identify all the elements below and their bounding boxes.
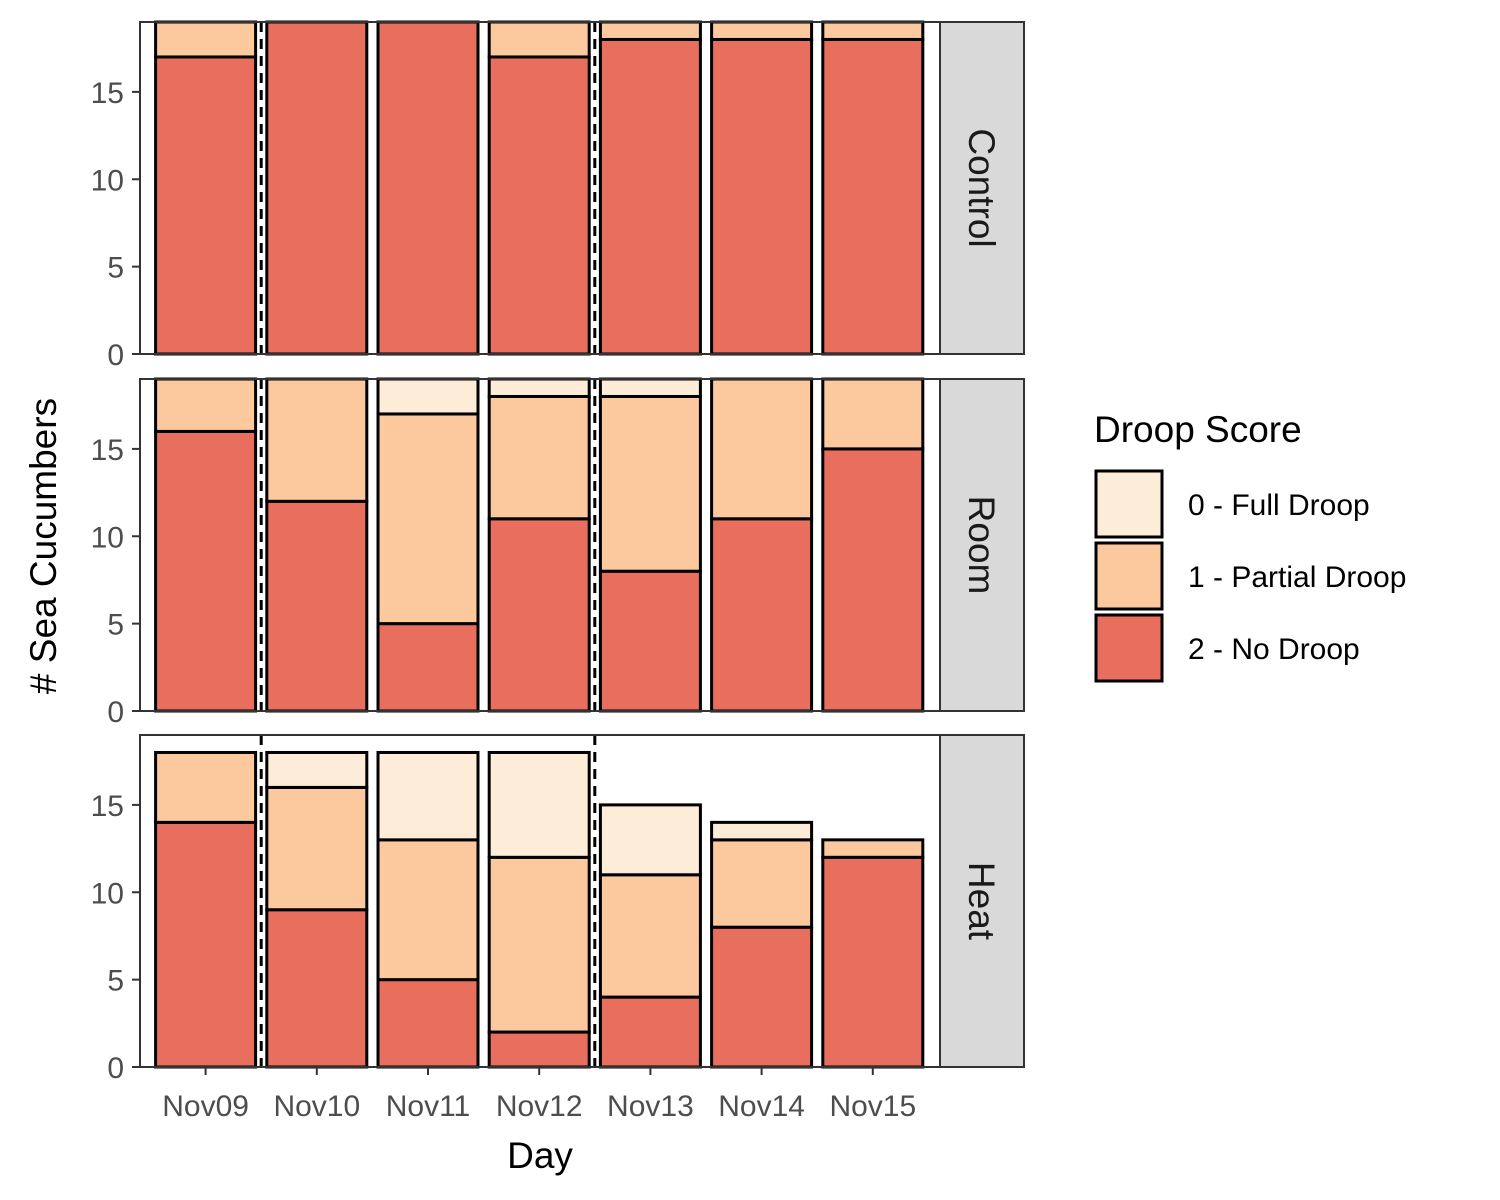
bar-segment-full-nov10 <box>265 750 369 789</box>
legend-key-none <box>1094 613 1164 683</box>
panels: 0 5 10 15 Control 0 5 10 15 Room 0 5 10 15 Heat <box>91 20 1025 1085</box>
bar-segment-partial-nov11 <box>376 412 480 626</box>
x-tick-label: Nov13 <box>607 1090 694 1123</box>
bar-segment-partial-nov15 <box>821 377 925 451</box>
x-axis-title: Day <box>507 1135 573 1176</box>
panel-control: 0 5 10 15 Control <box>91 20 1025 372</box>
y-tick-label: 15 <box>91 790 124 823</box>
legend-key-partial <box>1094 541 1164 611</box>
x-tick-label: Nov10 <box>273 1090 360 1123</box>
y-tick-label: 5 <box>107 609 124 642</box>
bar-segment-partial-nov13 <box>598 20 702 41</box>
legend-label-full: 0 - Full Droop <box>1188 489 1370 522</box>
bar-segment-none-nov14 <box>710 517 814 713</box>
x-tick-label: Nov09 <box>162 1090 249 1123</box>
bar-segment-partial-nov12 <box>487 394 591 521</box>
bar-segment-none-nov13 <box>598 995 702 1069</box>
y-tick-label: 10 <box>91 164 124 197</box>
x-tick-label: Nov14 <box>718 1090 805 1123</box>
bars <box>154 750 925 1069</box>
y-tick-label: 10 <box>91 521 124 554</box>
y-tick-label: 0 <box>107 696 124 729</box>
y-tick-label: 15 <box>91 434 124 467</box>
bar-segment-full-nov12 <box>487 750 591 859</box>
bar-segment-none-nov15 <box>821 447 925 713</box>
y-tick-label: 15 <box>91 77 124 110</box>
bars <box>154 20 925 356</box>
bar-segment-none-nov11 <box>376 622 480 713</box>
facet-strip-label: Heat <box>961 862 1002 941</box>
bar-segment-partial-nov15 <box>821 20 925 41</box>
bars <box>154 377 925 713</box>
facet-strip <box>939 21 1025 355</box>
bar-segment-none-nov12 <box>487 517 591 713</box>
bar-segment-none-nov12 <box>487 1030 591 1069</box>
bar-segment-partial-nov11 <box>376 838 480 982</box>
bar-segment-partial-nov15 <box>821 838 925 859</box>
facet-strip <box>939 734 1025 1068</box>
bar-segment-none-nov09 <box>154 55 258 356</box>
bar-segment-partial-nov14 <box>710 838 814 929</box>
bar-segment-none-nov11 <box>376 20 480 356</box>
y-tick-label: 5 <box>107 965 124 998</box>
panel-room: 0 5 10 15 Room <box>91 377 1025 729</box>
legend: Droop Score 0 - Full Droop 1 - Partial Dr… <box>1094 409 1406 683</box>
legend-label-partial: 1 - Partial Droop <box>1188 561 1406 594</box>
bar-segment-none-nov10 <box>265 499 369 713</box>
x-tick-label: Nov11 <box>386 1090 471 1123</box>
bar-segment-none-nov10 <box>265 908 369 1069</box>
x-axis: Nov09 Nov10 Nov11 Nov12 Nov13 Nov14 Nov15 <box>162 1067 916 1123</box>
bar-segment-full-nov13 <box>598 377 702 398</box>
bar-segment-none-nov10 <box>265 20 369 356</box>
y-tick-label: 5 <box>107 252 124 285</box>
y-tick-label: 0 <box>107 339 124 372</box>
x-tick-label: Nov12 <box>496 1090 583 1123</box>
facet-strip-label: Control <box>961 128 1002 247</box>
y-axis-title: # Sea Cucumbers <box>23 398 64 694</box>
y-tick-label: 0 <box>107 1052 124 1085</box>
x-tick-label: Nov15 <box>829 1090 916 1123</box>
facet-strip-label: Room <box>961 496 1002 595</box>
bar-segment-none-nov11 <box>376 978 480 1069</box>
bar-segment-full-nov11 <box>376 377 480 416</box>
bar-segment-partial-nov13 <box>598 873 702 999</box>
facet-strip <box>939 378 1025 712</box>
bar-segment-partial-nov10 <box>265 377 369 503</box>
bar-segment-none-nov09 <box>154 429 258 713</box>
bar-segment-partial-nov12 <box>487 20 591 59</box>
bar-segment-none-nov13 <box>598 569 702 713</box>
legend-title: Droop Score <box>1094 409 1302 450</box>
bar-segment-none-nov09 <box>154 820 258 1069</box>
bar-segment-partial-nov13 <box>598 394 702 573</box>
bar-segment-full-nov12 <box>487 377 591 398</box>
bar-segment-partial-nov09 <box>154 20 258 59</box>
legend-label-none: 2 - No Droop <box>1188 633 1360 666</box>
bar-segment-full-nov14 <box>710 820 814 842</box>
bar-segment-partial-nov10 <box>265 785 369 912</box>
bar-segment-full-nov11 <box>376 750 480 842</box>
bar-segment-partial-nov14 <box>710 377 814 521</box>
y-tick-label: 10 <box>91 877 124 910</box>
bar-segment-none-nov14 <box>710 925 814 1069</box>
bar-segment-none-nov15 <box>821 37 925 356</box>
bar-segment-full-nov13 <box>598 803 702 877</box>
bar-segment-partial-nov09 <box>154 377 258 433</box>
legend-key-full <box>1094 469 1164 539</box>
bar-segment-partial-nov12 <box>487 855 591 1034</box>
bar-segment-none-nov14 <box>710 37 814 356</box>
bar-segment-partial-nov14 <box>710 20 814 41</box>
bar-segment-none-nov12 <box>487 55 591 356</box>
bar-segment-none-nov13 <box>598 37 702 356</box>
panel-heat: 0 5 10 15 Heat <box>91 734 1025 1085</box>
bar-segment-none-nov15 <box>821 855 925 1069</box>
bar-segment-partial-nov09 <box>154 750 258 824</box>
